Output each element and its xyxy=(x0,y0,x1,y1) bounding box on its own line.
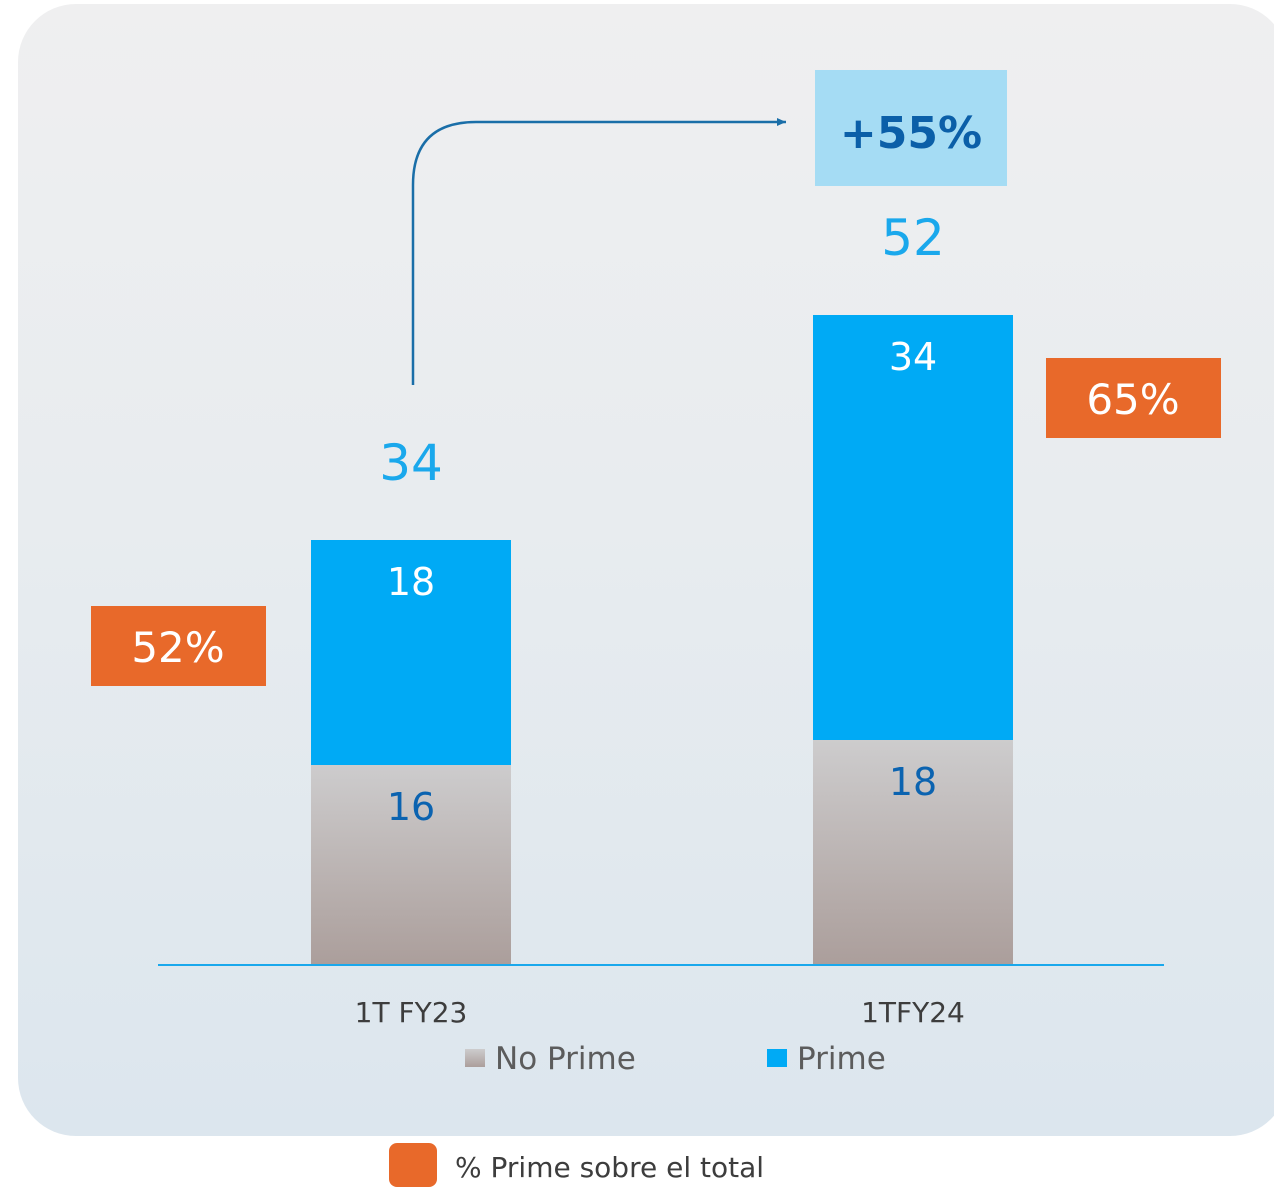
bar-prime-1tfy24 xyxy=(813,315,1013,740)
growth-badge xyxy=(815,70,1007,186)
category-label-fy24: 1TFY24 xyxy=(861,996,965,1029)
data-label-prime-1tfy24: 34 xyxy=(889,335,937,379)
legend-label-prime: Prime xyxy=(797,1041,886,1077)
data-label-no-prime-1tfy24: 18 xyxy=(889,760,937,804)
legend-swatch-prime xyxy=(767,1049,787,1067)
legend-swatch-no-prime xyxy=(465,1049,485,1067)
legend-label-no-prime: No Prime xyxy=(495,1041,636,1077)
bar-no-prime-1tfy24 xyxy=(813,740,1013,965)
data-label-no-prime-1t-fy23: 16 xyxy=(387,785,435,829)
prime-share-box-fy24 xyxy=(1046,358,1221,438)
bar-prime-1t-fy23 xyxy=(311,540,511,765)
prime-share-label-fy23: 52% xyxy=(131,623,224,672)
growth-label: +55% xyxy=(840,108,982,159)
legend-label-prime-share: % Prime sobre el total xyxy=(455,1151,764,1184)
prime-share-label-fy24: 65% xyxy=(1086,375,1179,424)
total-label-1t-fy23: 34 xyxy=(379,434,443,492)
category-label-fy23: 1T FY23 xyxy=(355,996,468,1029)
legend-swatch-prime-share xyxy=(389,1143,437,1187)
bar-no-prime-1t-fy23 xyxy=(311,765,511,965)
chart-panel xyxy=(18,4,1274,1136)
total-label-1tfy24: 52 xyxy=(881,209,945,267)
prime-share-box-fy23 xyxy=(91,606,266,686)
growth-arrow xyxy=(411,118,786,385)
data-label-prime-1t-fy23: 18 xyxy=(387,560,435,604)
